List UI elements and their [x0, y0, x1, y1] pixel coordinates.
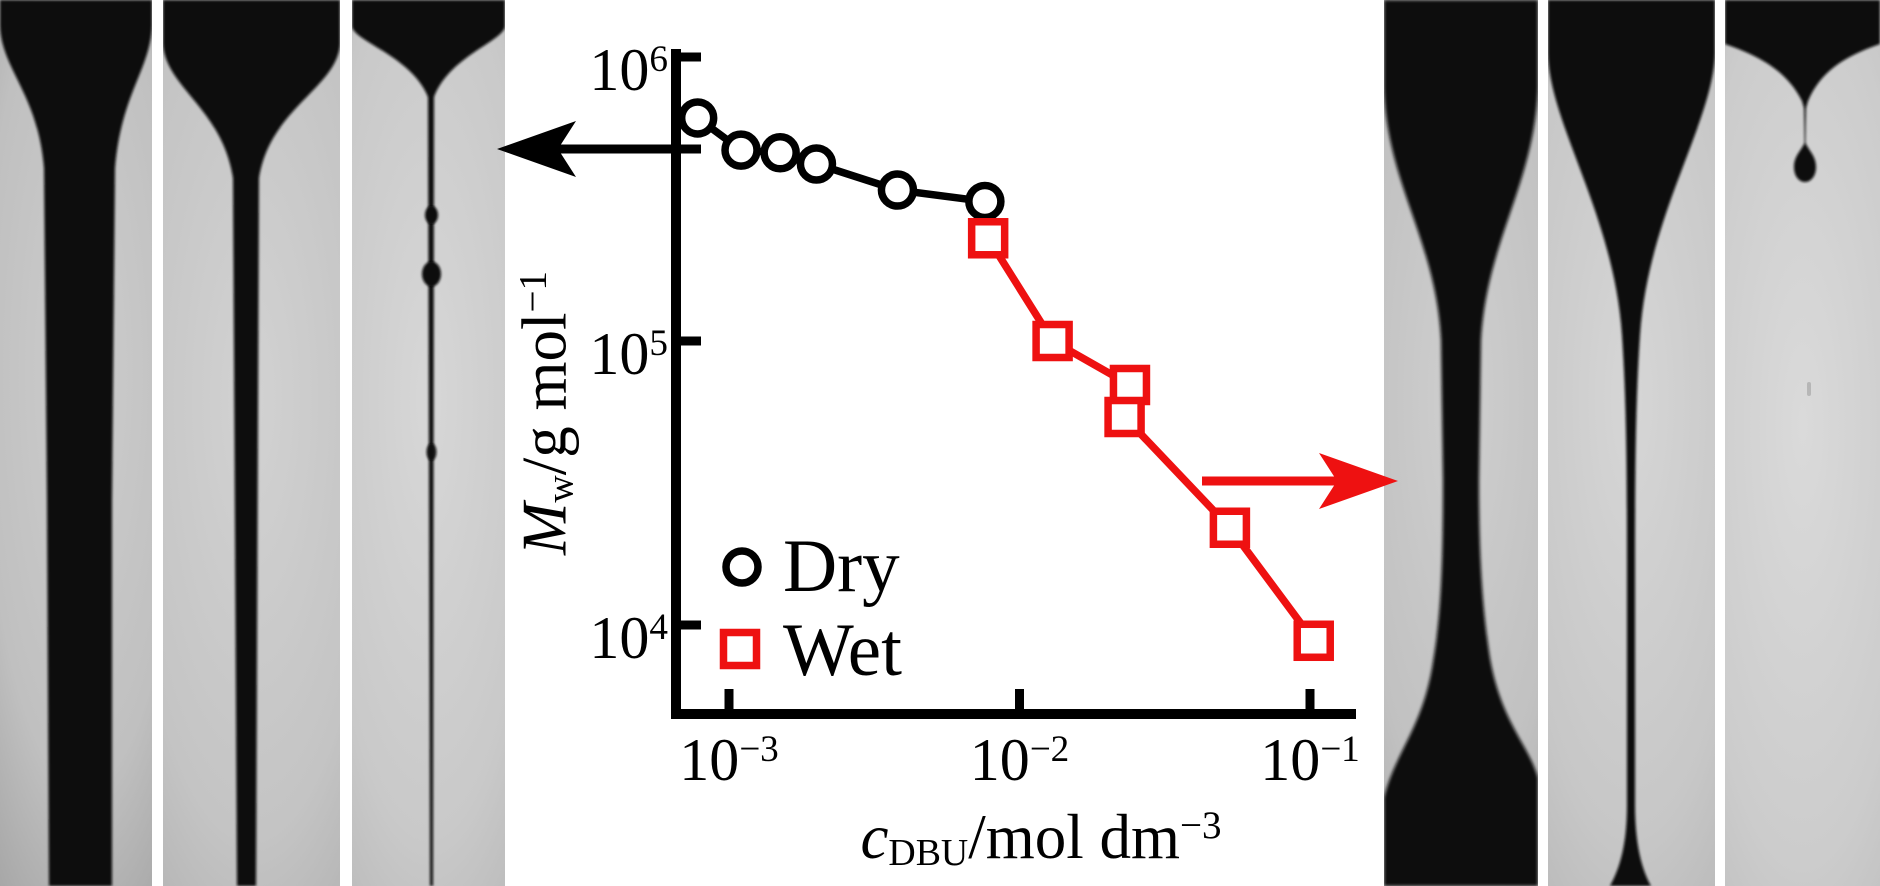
filament-silhouette	[163, 0, 340, 886]
y-axis-label: Mw/g mol−1	[509, 270, 582, 556]
y-tick-label: 106	[589, 37, 668, 103]
filament-silhouette	[0, 0, 152, 886]
wet-square-marker-icon	[719, 628, 761, 670]
data-point-dry	[721, 130, 761, 170]
wet-droplet-pinchoff-photo	[1725, 0, 1880, 886]
legend: Dry Wet	[719, 525, 902, 693]
legend-label-dry: Dry	[783, 525, 900, 608]
bead-droplet	[422, 261, 441, 287]
wet-series-line	[984, 236, 1317, 644]
thin-filament-silhouette	[1548, 0, 1715, 886]
data-point-wet	[967, 218, 1009, 259]
legend-label-wet: Wet	[783, 609, 902, 692]
data-point-dry	[677, 98, 718, 138]
necking-silhouette	[1384, 0, 1538, 886]
dry-beaded-filament-photo	[352, 0, 505, 886]
data-point-dry	[965, 181, 1005, 222]
data-point-dry	[760, 133, 800, 173]
arrow-to-dry-photos-head	[497, 121, 576, 177]
dry-series-line	[695, 114, 986, 206]
data-point-dry	[877, 170, 918, 210]
data-point-wet	[1032, 320, 1073, 362]
data-point-wet	[1104, 396, 1145, 438]
y-tick-label: 105	[589, 321, 668, 387]
data-point-wet	[1109, 364, 1151, 406]
x-tick-label: 10−3	[679, 727, 779, 793]
dry-thick-filament-photo	[0, 0, 152, 886]
legend-item-wet: Wet	[719, 609, 902, 693]
y-tick-label: 104	[589, 605, 668, 671]
legend-item-dry: Dry	[719, 525, 902, 609]
dry-thin-filament-photo	[163, 0, 340, 886]
x-axis-label: cDBU/mol dm−3	[860, 802, 1222, 874]
wet-necking-filament-photo	[1384, 0, 1538, 886]
bead-droplet	[426, 443, 437, 461]
wet-ultrathin-filament-photo	[1548, 0, 1715, 886]
faint-speck	[1807, 382, 1811, 396]
x-tick-label: 10−1	[1260, 727, 1360, 793]
falling-droplet	[1794, 142, 1816, 182]
x-tick-label: 10−2	[969, 727, 1070, 793]
pinchoff-silhouette	[1725, 0, 1880, 396]
beaded-filament-silhouette	[352, 0, 505, 886]
dry-circle-marker-icon	[722, 547, 762, 587]
data-point-wet	[1209, 507, 1251, 549]
data-point-wet	[1293, 620, 1334, 662]
bead-droplet	[425, 206, 438, 224]
data-point-dry	[796, 144, 837, 184]
